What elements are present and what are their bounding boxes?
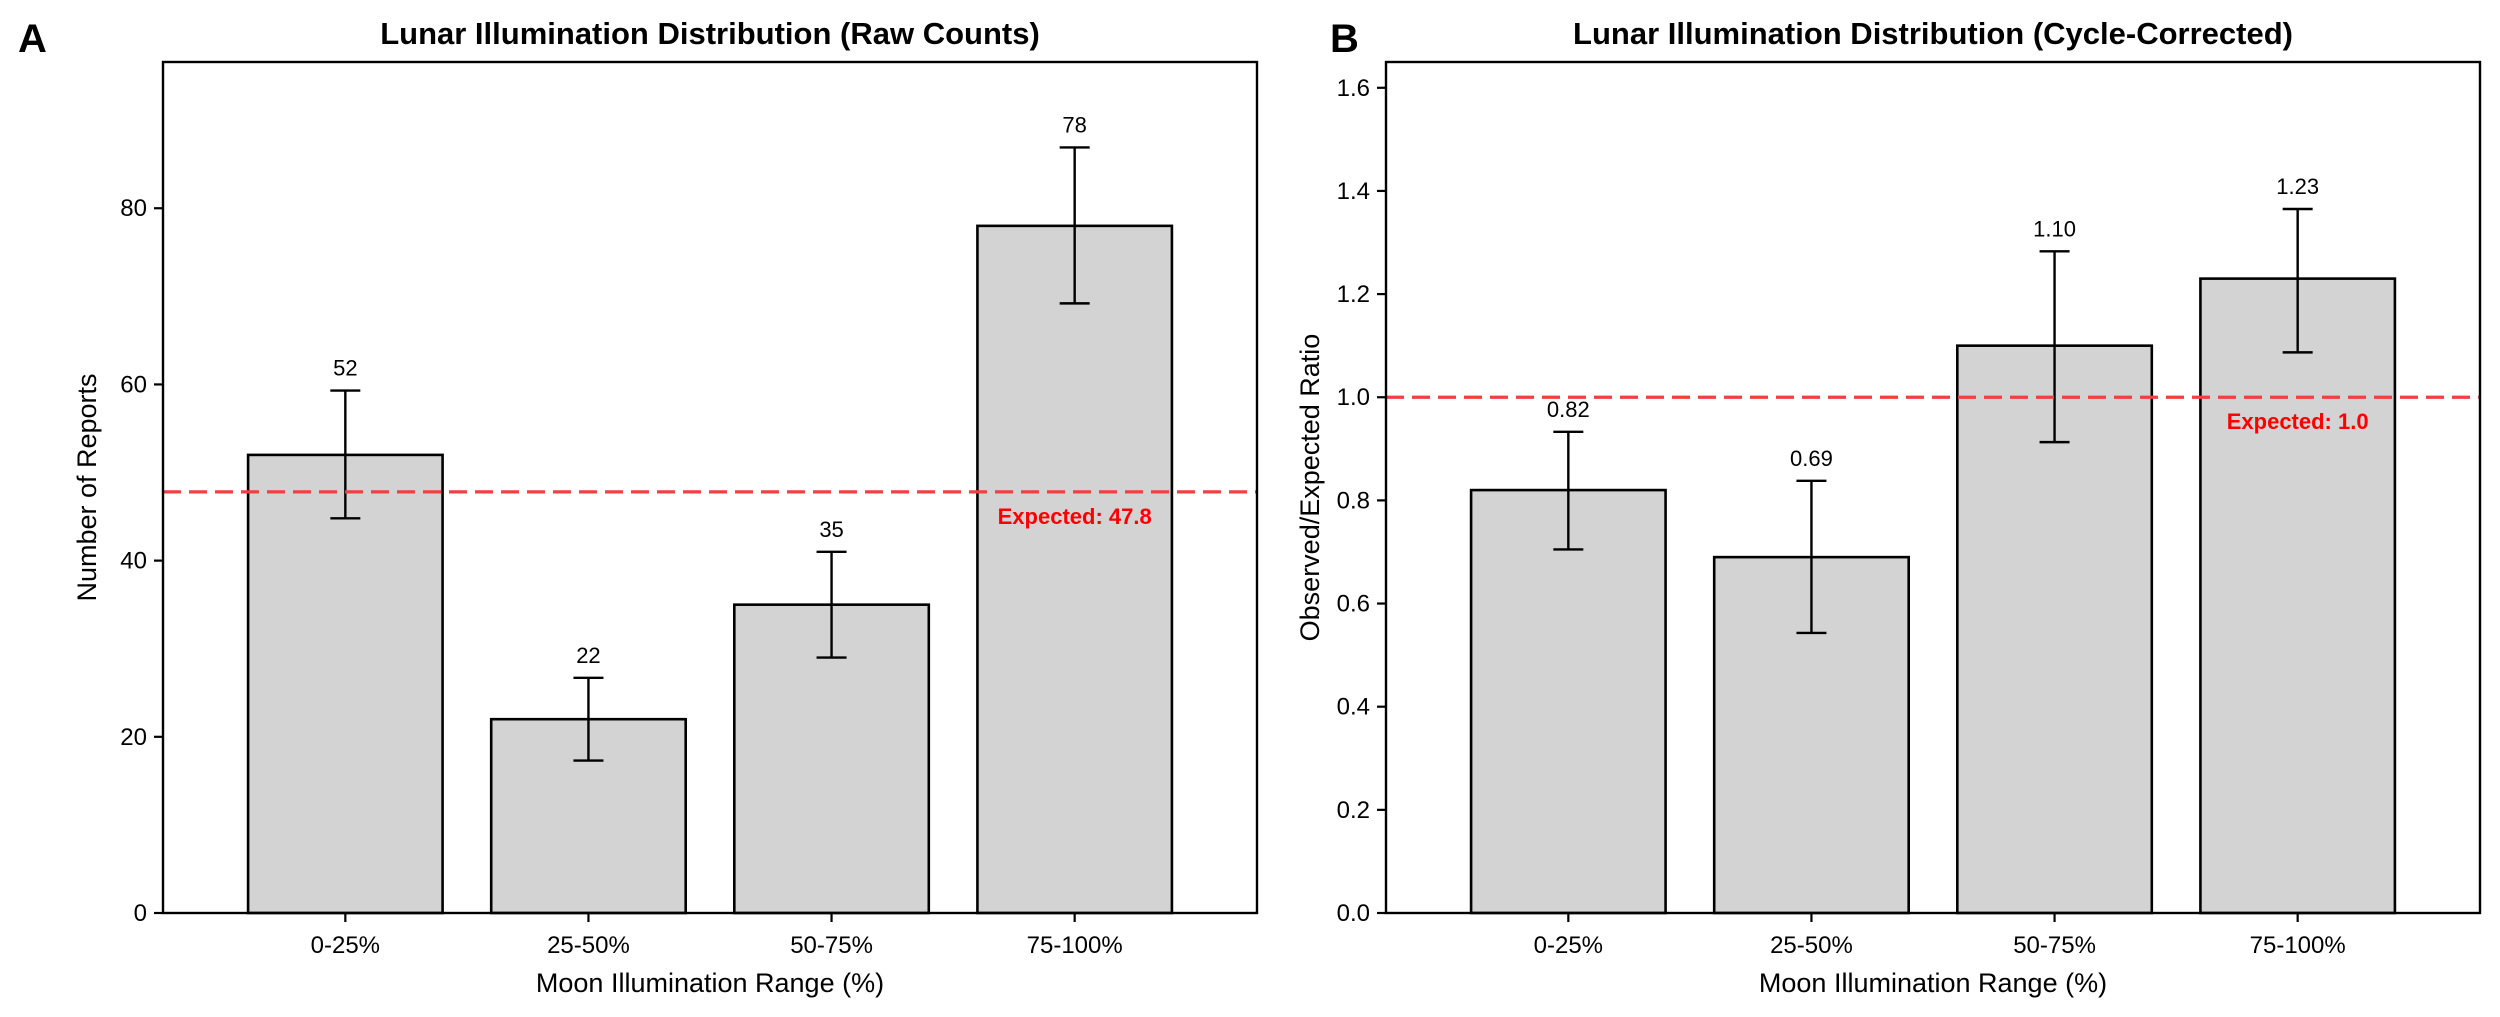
y-tick-label: 40	[120, 548, 147, 575]
chart-title: Lunar Illumination Distribution (Cycle-C…	[1573, 16, 2293, 51]
expected-label: Expected: 47.8	[998, 504, 1152, 529]
y-tick-label: 0.2	[1337, 797, 1370, 824]
chart-panel-b: B Lunar Illumination Distribution (Cycle-…	[1295, 16, 2482, 998]
axes-frame	[1384, 60, 2482, 915]
data-label: 0.69	[1790, 446, 1833, 471]
chart-title: Lunar Illumination Distribution (Raw Cou…	[380, 16, 1040, 51]
y-axis-label: Observed/Expected Ratio	[1295, 334, 1325, 642]
expected-label: Expected: 1.0	[2227, 409, 2369, 434]
x-tick-label: 75-100%	[2250, 932, 2346, 959]
x-tick-label: 50-75%	[2013, 932, 2096, 959]
y-tick-label: 0.8	[1337, 487, 1370, 514]
bar	[2199, 277, 2397, 915]
x-tick-label: 25-50%	[1770, 932, 1853, 959]
y-tick-label: 20	[120, 724, 147, 751]
panel-letter: B	[1330, 17, 1359, 61]
bar	[976, 224, 1174, 915]
y-tick-label: 0.6	[1337, 591, 1370, 618]
y-tick-label: 1.4	[1337, 178, 1370, 205]
x-tick-label: 0-25%	[1534, 932, 1603, 959]
data-label: 22	[576, 643, 600, 668]
y-tick-label: 60	[120, 371, 147, 398]
x-tick-label: 25-50%	[547, 932, 630, 959]
data-label: 78	[1062, 112, 1086, 137]
x-tick-label: 75-100%	[1027, 932, 1123, 959]
y-axis-label: Number of Reports	[72, 373, 102, 601]
data-label: 35	[819, 517, 843, 542]
bar	[246, 453, 444, 915]
data-label: 1.23	[2276, 174, 2319, 199]
chart-panel-a: A Lunar Illumination Distribution (Raw Co…	[18, 16, 1259, 998]
bar	[1469, 488, 1667, 915]
axes-frame	[161, 60, 1259, 915]
x-tick-label: 0-25%	[311, 932, 380, 959]
data-label: 0.82	[1547, 397, 1590, 422]
y-tick-label: 0	[134, 900, 147, 927]
y-tick-label: 1.6	[1337, 75, 1370, 102]
y-tick-label: 80	[120, 195, 147, 222]
y-tick-label: 1.2	[1337, 281, 1370, 308]
y-tick-label: 1.0	[1337, 384, 1370, 411]
panel-letter: A	[18, 17, 47, 61]
data-label: 52	[333, 356, 357, 381]
y-tick-label: 0.0	[1337, 900, 1370, 927]
x-axis-label: Moon Illumination Range (%)	[1759, 968, 2107, 998]
y-tick-label: 0.4	[1337, 694, 1370, 721]
x-tick-label: 50-75%	[790, 932, 873, 959]
data-label: 1.10	[2033, 216, 2076, 241]
x-axis-label: Moon Illumination Range (%)	[536, 968, 884, 998]
